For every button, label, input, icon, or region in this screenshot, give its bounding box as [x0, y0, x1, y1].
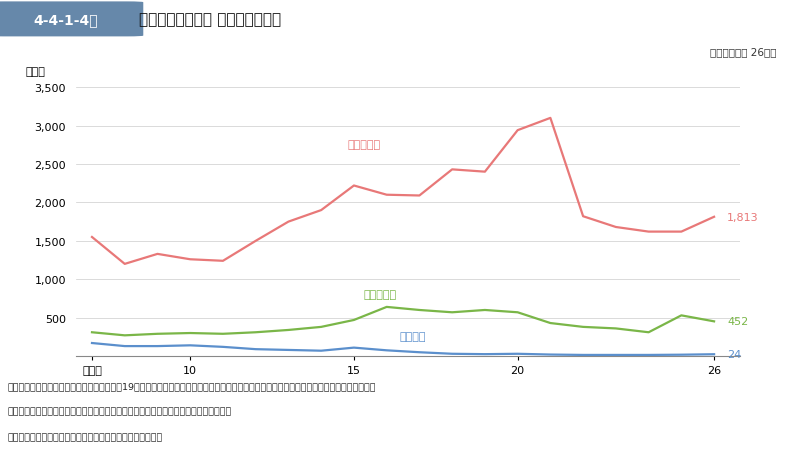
- Text: （人）: （人）: [25, 67, 45, 77]
- Text: 大麻取締法: 大麻取締法: [347, 139, 380, 149]
- Text: 麻薬取締法: 麻薬取締法: [364, 290, 396, 299]
- Text: 24: 24: [728, 350, 741, 359]
- Text: ２　大麻，麻薬・向精神薬及びあへんに係る各麻薬特例法違反の検挙人員を含む。: ２ 大麻，麻薬・向精神薬及びあへんに係る各麻薬特例法違反の検挙人員を含む。: [8, 407, 232, 416]
- Text: 452: 452: [728, 317, 748, 327]
- Text: 大麻取締法違反等 検挙人員の推移: 大麻取締法違反等 検挙人員の推移: [139, 12, 282, 28]
- Text: 1,813: 1,813: [728, 212, 759, 222]
- Text: あへん法: あへん法: [400, 331, 426, 341]
- Text: （平成７年～ 26年）: （平成７年～ 26年）: [709, 47, 776, 57]
- Text: 注　１　内閣府の資料による。ただし，平成19年までは，厚生労働省医薬食品局，警察庁刑事局及び海上保安庁警備救難部の各資料による。: 注 １ 内閣府の資料による。ただし，平成19年までは，厚生労働省医薬食品局，警察…: [8, 381, 377, 390]
- Text: 4-4-1-4図: 4-4-1-4図: [33, 13, 98, 27]
- Text: ３　警察のほか，特別司法警察員が検挙した者を含む。: ３ 警察のほか，特別司法警察員が検挙した者を含む。: [8, 433, 163, 442]
- FancyBboxPatch shape: [0, 2, 143, 37]
